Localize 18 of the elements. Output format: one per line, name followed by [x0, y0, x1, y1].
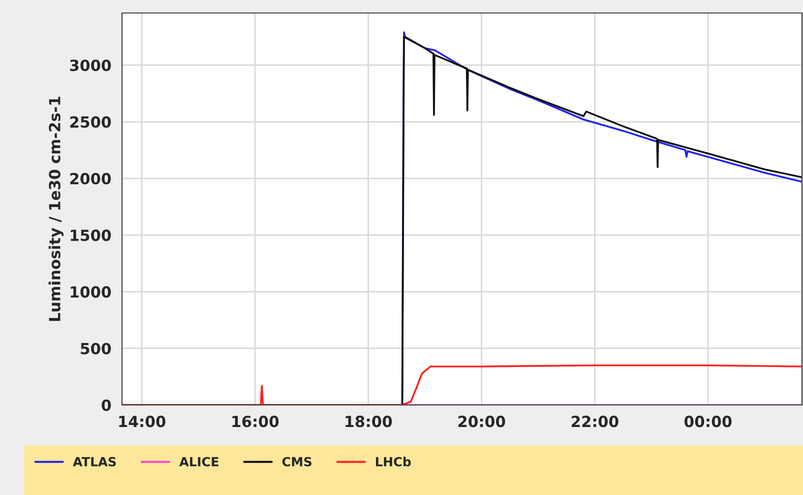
- x-tick-label: 00:00: [684, 416, 732, 428]
- legend-label: LHCb: [376, 456, 411, 466]
- y-tick-label: 2500: [70, 116, 111, 128]
- y-tick-label: 1500: [70, 230, 111, 242]
- x-tick-label: 18:00: [346, 416, 392, 428]
- y-tick-label: 1000: [70, 286, 111, 298]
- y-tick-label: 2000: [70, 172, 111, 184]
- legend-label: ATLAS: [72, 456, 116, 466]
- legend-label: ALICE: [179, 456, 218, 466]
- x-tick-label: 22:00: [572, 416, 618, 428]
- y-tick-label: 3000: [70, 60, 111, 72]
- x-tick-label: 20:00: [458, 416, 506, 428]
- x-tick-label: 14:00: [119, 416, 166, 428]
- y-axis-title: Luminosity / 1e30 cm-2s-1: [48, 96, 64, 321]
- x-tick-label: 16:00: [232, 416, 279, 428]
- y-tick-label: 500: [80, 342, 111, 354]
- legend-label: CMS: [282, 456, 312, 466]
- y-tick-label: 0: [102, 399, 111, 412]
